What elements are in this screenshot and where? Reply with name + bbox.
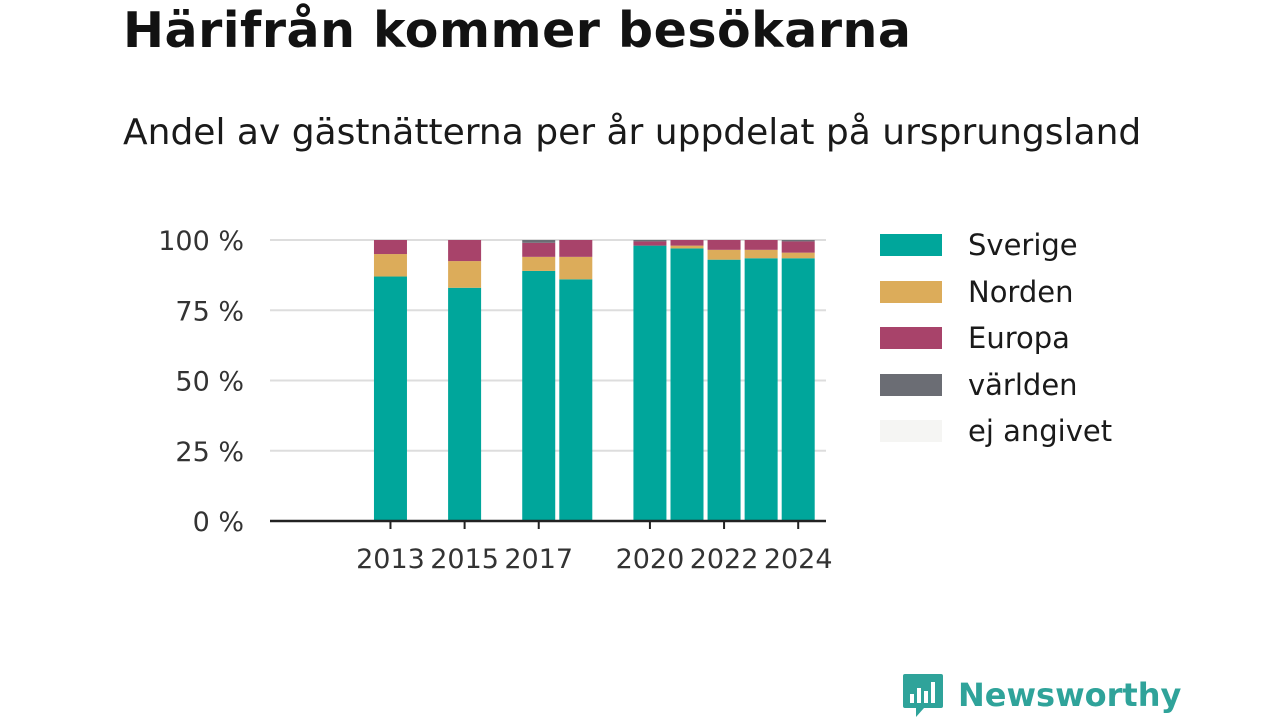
y-tick-label: 100 %	[158, 226, 244, 257]
legend-swatch	[880, 234, 942, 257]
x-tick-label: 2024	[764, 544, 833, 575]
legend-label: Europa	[968, 321, 1070, 356]
x-tick-label: 2022	[690, 544, 759, 575]
bar-segment	[373, 240, 407, 255]
bar-segment	[633, 245, 667, 521]
bar-segment	[707, 249, 741, 260]
bar-segment	[522, 256, 556, 271]
x-tick-label: 2013	[356, 544, 425, 575]
x-tick-label: 2017	[504, 544, 573, 575]
bar-segment	[670, 240, 704, 246]
legend-swatch	[880, 373, 942, 396]
bar-segment	[670, 245, 704, 249]
bar-segment	[670, 248, 704, 521]
legend-item: ej angivet	[880, 408, 1112, 455]
bar-segment	[633, 240, 667, 242]
legend: Sverige Norden Europa världen ej angivet	[880, 222, 1112, 455]
bar-segment	[559, 256, 593, 280]
y-tick-label: 0 %	[193, 507, 244, 538]
chart-subtitle: Andel av gästnätterna per år uppdelat på…	[123, 112, 1142, 153]
bar-segment	[781, 241, 815, 253]
legend-item: Sverige	[880, 222, 1112, 269]
bar-segment	[744, 249, 778, 259]
newsworthy-logo-icon	[903, 674, 943, 717]
x-tick-label: 2020	[616, 544, 685, 575]
bar-segment	[781, 240, 815, 242]
bar-segment	[522, 242, 556, 257]
legend-item: världen	[880, 362, 1112, 409]
bar-segment	[559, 240, 593, 257]
bar-segment	[373, 254, 407, 277]
legend-label: världen	[968, 367, 1078, 402]
bar-segment	[448, 240, 482, 262]
brand: Newsworthy	[902, 672, 1181, 718]
bar-segment	[707, 259, 741, 521]
bar-segment	[744, 258, 778, 521]
legend-item: Norden	[880, 269, 1112, 316]
legend-swatch	[880, 327, 942, 350]
legend-item: Europa	[880, 315, 1112, 362]
chart-title: Härifrån kommer besökarna	[123, 2, 912, 59]
y-tick-label: 50 %	[175, 367, 244, 398]
bar-segment	[373, 276, 407, 521]
bar-segment	[559, 279, 593, 521]
bar-segment	[744, 240, 778, 250]
bar-segment	[633, 241, 667, 246]
bar-segment	[781, 252, 815, 259]
bar-segment	[448, 287, 482, 521]
y-tick-label: 25 %	[175, 437, 244, 468]
legend-label: Norden	[968, 274, 1074, 309]
brand-name: Newsworthy	[958, 676, 1182, 714]
legend-label: Sverige	[968, 228, 1078, 263]
legend-swatch	[880, 420, 942, 443]
legend-swatch	[880, 280, 942, 303]
legend-label: ej angivet	[968, 414, 1113, 449]
bar-segment	[781, 258, 815, 521]
y-tick-label: 75 %	[175, 296, 244, 327]
bar-segment	[522, 240, 556, 243]
x-tick-label: 2015	[430, 544, 499, 575]
bar-segment	[448, 261, 482, 288]
bar-segment	[522, 270, 556, 521]
bar-segment	[707, 240, 741, 250]
